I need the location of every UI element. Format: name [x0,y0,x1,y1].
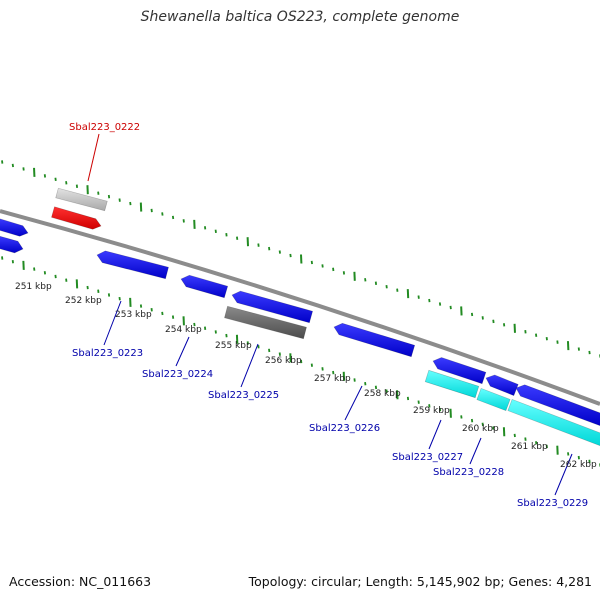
leader-line-sbal223-0229 [554,453,573,496]
gene-label-sbal223-0224[interactable]: Sbal223_0224 [142,369,213,380]
accession-text: Accession: NC_011663 [9,574,152,589]
scale-label: 262 kbp [560,460,597,470]
genome-backbone [0,209,600,406]
map-title: Shewanella baltica OS223, complete genom… [140,9,460,25]
gene-label-sbal223-0225[interactable]: Sbal223_0225 [208,390,279,401]
sequence-ruler-ticks [1,160,600,467]
leader-line-sbal223-0226 [344,385,363,421]
gene-feature-sbal223-0222-lightgray [55,187,108,212]
scale-label: 255 kbp [215,341,252,351]
scale-label: 259 kbp [413,406,450,416]
gene-label-sbal223-0229[interactable]: Sbal223_0229 [517,498,588,509]
scale-label: 251 kbp [15,282,52,292]
gene-feature-sbal223-0224 [180,274,229,299]
scale-label: 253 kbp [115,310,152,320]
leader-line-sbal223-0227 [428,419,442,450]
gene-label-sbal223-0228[interactable]: Sbal223_0228 [433,467,504,478]
leader-line-sbal223-0225 [240,343,259,388]
gene-feature-sbal223-0228-blue [485,374,519,396]
gene-label-sbal223-0226[interactable]: Sbal223_0226 [309,423,380,434]
gene-features [0,187,600,446]
gene-feature-left-reverse [0,236,24,254]
gene-feature-sbal223-0222 [51,206,102,230]
scale-label: 256 kbp [265,356,302,366]
scale-label: 254 kbp [165,325,202,335]
gene-feature-sbal223-0225-blue [231,290,313,324]
gene-feature-sbal223-0227 [424,369,480,399]
leader-line-sbal223-0223 [103,300,122,346]
scale-label: 258 kbp [364,389,401,399]
gene-label-sbal223-0223[interactable]: Sbal223_0223 [72,348,143,359]
leader-line-sbal223-0224 [175,336,190,367]
scale-label: 261 kbp [511,442,548,452]
label-leader-lines [87,133,573,496]
leader-line-sbal223-0222 [87,133,100,182]
gene-label-sbal223-0222[interactable]: Sbal223_0222 [69,122,140,133]
gene-feature-sbal223-0228 [476,388,511,411]
scale-label: 252 kbp [65,296,102,306]
gene-feature-left-forward [0,218,29,237]
gene-feature-sbal223-0223 [96,250,169,280]
scale-label: 257 kbp [314,374,351,384]
genome-summary-text: Topology: circular; Length: 5,145,902 bp… [248,574,592,589]
leader-line-sbal223-0228 [469,437,482,465]
gene-feature-sbal223-0225 [224,305,307,340]
scale-labels: 251 kbp 252 kbp 253 kbp 254 kbp 255 kbp … [15,282,597,470]
scale-label: 260 kbp [462,424,499,434]
gene-labels[interactable]: Sbal223_0222 Sbal223_0223 Sbal223_0224 S… [69,122,588,509]
gene-feature-sbal223-0229 [507,399,600,446]
gene-feature-sbal223-0229-blue [515,384,600,426]
gene-label-sbal223-0227[interactable]: Sbal223_0227 [392,452,463,463]
gene-feature-sbal223-0227-blue [432,357,487,385]
gene-feature-sbal223-0226 [333,322,416,358]
